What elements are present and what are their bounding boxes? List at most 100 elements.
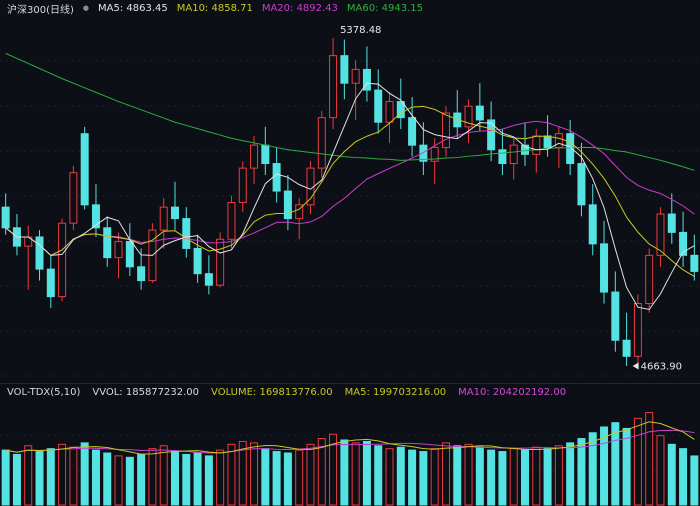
volume-bar[interactable] [498, 451, 507, 506]
volume-bar[interactable] [171, 451, 179, 506]
volume-chart[interactable] [0, 400, 700, 506]
volume-bar[interactable] [35, 451, 44, 506]
volume-bar[interactable] [521, 449, 529, 506]
candle[interactable] [114, 232, 123, 279]
candle[interactable] [396, 78, 405, 130]
candle[interactable] [374, 69, 383, 134]
volume-bar[interactable] [283, 452, 292, 506]
candle[interactable] [600, 220, 609, 304]
candle[interactable] [329, 38, 338, 130]
candle[interactable] [340, 39, 349, 100]
volume-bar[interactable] [419, 451, 428, 506]
volume-bar[interactable] [588, 432, 597, 506]
volume-bar[interactable] [577, 438, 586, 506]
volume-bar[interactable] [611, 422, 620, 506]
candle[interactable] [419, 122, 428, 176]
candle[interactable] [317, 110, 326, 178]
volume-bar[interactable] [306, 443, 315, 506]
volume-bar[interactable] [295, 449, 304, 506]
candle[interactable] [532, 129, 541, 173]
volume-bar[interactable] [250, 442, 259, 506]
candle[interactable] [588, 184, 597, 256]
candle[interactable] [80, 126, 89, 210]
volume-bar[interactable] [622, 427, 631, 506]
volume-bar[interactable] [159, 445, 168, 506]
candle[interactable] [159, 197, 168, 249]
volume-bar[interactable] [600, 426, 609, 506]
volume-bar[interactable] [46, 448, 55, 506]
candle[interactable] [645, 248, 654, 313]
volume-bar[interactable] [216, 449, 225, 506]
volume-bar[interactable] [374, 445, 383, 506]
candle[interactable] [622, 312, 631, 366]
volume-bar[interactable] [103, 452, 112, 506]
volume-bar[interactable] [329, 433, 338, 506]
candle[interactable] [227, 195, 236, 249]
candle[interactable] [679, 211, 688, 267]
volume-bar[interactable] [340, 439, 349, 506]
candle[interactable] [667, 193, 676, 244]
candle[interactable] [171, 181, 179, 231]
volume-bar[interactable] [238, 440, 247, 506]
volume-bar[interactable] [24, 445, 33, 506]
candle[interactable] [261, 126, 270, 176]
volume-indicator-name[interactable]: VOL-TDX(5,10) [7, 386, 81, 398]
volume-bar[interactable] [58, 443, 67, 506]
volume-bar[interactable] [554, 445, 563, 506]
volume-bar[interactable] [453, 445, 462, 506]
volume-bar[interactable] [182, 453, 191, 506]
volume-bar[interactable] [509, 448, 518, 506]
candle[interactable] [69, 165, 78, 231]
candle[interactable] [385, 92, 394, 143]
candle[interactable] [46, 255, 55, 309]
candle[interactable] [182, 207, 191, 258]
candle[interactable] [103, 216, 112, 267]
volume-bar[interactable] [148, 448, 157, 506]
candle[interactable] [125, 223, 134, 276]
candle[interactable] [690, 234, 699, 281]
volume-bar[interactable] [667, 443, 676, 506]
volume-bar[interactable] [317, 438, 326, 506]
candle[interactable] [509, 138, 518, 180]
candle[interactable] [464, 99, 473, 143]
volume-bar[interactable] [193, 452, 202, 506]
candle[interactable] [35, 230, 44, 281]
candle[interactable] [58, 218, 67, 302]
candle[interactable] [238, 161, 247, 212]
candle[interactable] [475, 83, 484, 132]
volume-bar[interactable] [487, 449, 496, 506]
volume-bar[interactable] [532, 446, 541, 506]
volume-bar[interactable] [69, 446, 78, 506]
volume-bar[interactable] [272, 451, 281, 506]
candle[interactable] [633, 294, 642, 364]
volume-bar[interactable] [80, 442, 89, 506]
candle[interactable] [453, 90, 462, 139]
volume-bar[interactable] [543, 448, 552, 506]
volume-bar[interactable] [261, 448, 270, 506]
volume-bar[interactable] [362, 440, 371, 506]
candle[interactable] [577, 142, 586, 217]
volume-bar[interactable] [430, 448, 439, 506]
candle[interactable] [362, 46, 371, 102]
candle[interactable] [656, 207, 665, 267]
volume-bar[interactable] [227, 443, 236, 506]
candle[interactable] [295, 197, 304, 240]
volume-bar[interactable] [441, 442, 450, 506]
candle[interactable] [250, 135, 259, 185]
volume-bar[interactable] [633, 417, 642, 506]
volume-bar[interactable] [656, 435, 665, 506]
candlestick-chart[interactable]: 5378.48 4663.90 [0, 16, 700, 383]
volume-bar[interactable] [475, 446, 484, 506]
volume-bar[interactable] [679, 448, 688, 506]
candle[interactable] [283, 175, 292, 231]
candle[interactable] [193, 234, 202, 283]
volume-bar[interactable] [464, 443, 473, 506]
candle[interactable] [351, 60, 360, 120]
volume-bar[interactable] [12, 453, 21, 506]
volume-bar[interactable] [385, 448, 394, 506]
candle[interactable] [1, 193, 10, 235]
candle[interactable] [216, 232, 225, 288]
volume-bar[interactable] [91, 449, 100, 506]
candle[interactable] [487, 101, 496, 162]
volume-bar[interactable] [125, 456, 134, 506]
